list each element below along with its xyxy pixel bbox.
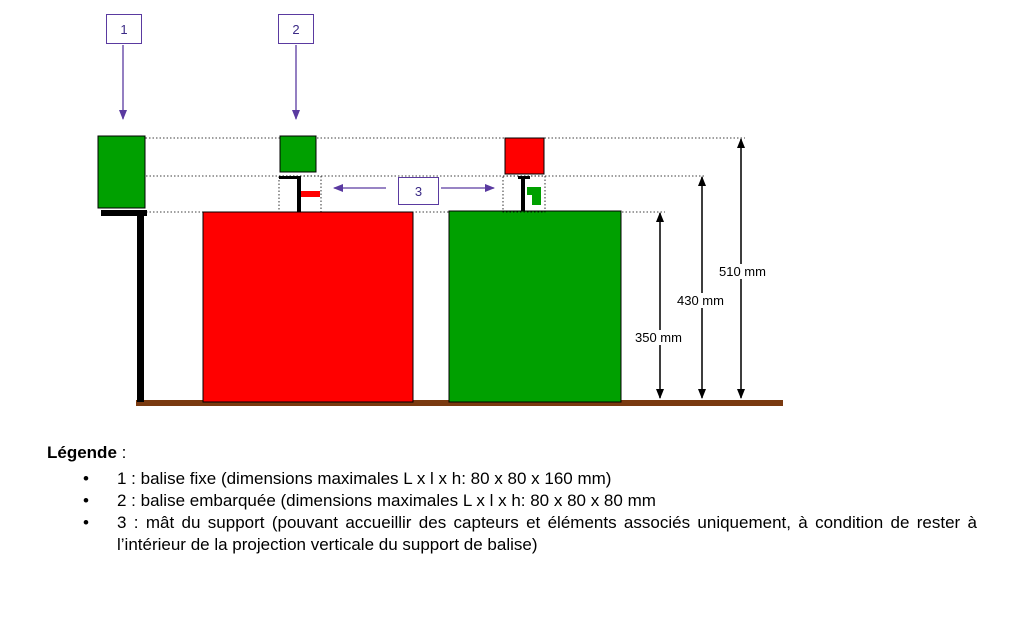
red-robot-mast	[278, 175, 322, 213]
onboard-beacon-green	[279, 135, 317, 173]
legend-item-text: 3 : mât du support (pouvant accueillir d…	[117, 513, 977, 554]
bullet-icon: •	[83, 491, 89, 510]
bullet-icon: •	[83, 469, 89, 488]
dimension-350mm: 350 mm	[633, 330, 684, 345]
label-arrows	[119, 45, 495, 192]
bullet-icon: •	[83, 513, 89, 532]
green-robot	[448, 210, 622, 403]
legend-item: • 1 : balise fixe (dimensions maximales L…	[47, 468, 977, 490]
legend-item: • 2 : balise embarquée (dimensions maxima…	[47, 490, 977, 512]
legend-item: • 3 : mât du support (pouvant accueillir …	[47, 512, 977, 556]
legend-item-text: 2 : balise embarquée (dimensions maximal…	[117, 491, 656, 510]
ground-line	[136, 400, 783, 406]
legend-title-suffix: :	[116, 443, 127, 462]
beacon-diagram	[97, 45, 783, 406]
green-robot-mast	[502, 175, 546, 213]
legend: Légende : • 1 : balise fixe (dimensions m…	[47, 442, 977, 556]
fixed-beacon-support	[101, 210, 147, 402]
label-1-box: 1	[106, 14, 142, 44]
onboard-beacon-red	[504, 137, 545, 175]
fixed-beacon	[97, 135, 146, 209]
dimension-430mm: 430 mm	[675, 293, 726, 308]
label-3-box: 3	[398, 177, 439, 205]
red-robot	[202, 211, 414, 403]
legend-item-text: 1 : balise fixe (dimensions maximales L …	[117, 469, 612, 488]
dimension-510mm: 510 mm	[717, 264, 768, 279]
legend-title: Légende	[47, 443, 117, 462]
legend-list: • 1 : balise fixe (dimensions maximales L…	[47, 468, 977, 556]
label-2-box: 2	[278, 14, 314, 44]
